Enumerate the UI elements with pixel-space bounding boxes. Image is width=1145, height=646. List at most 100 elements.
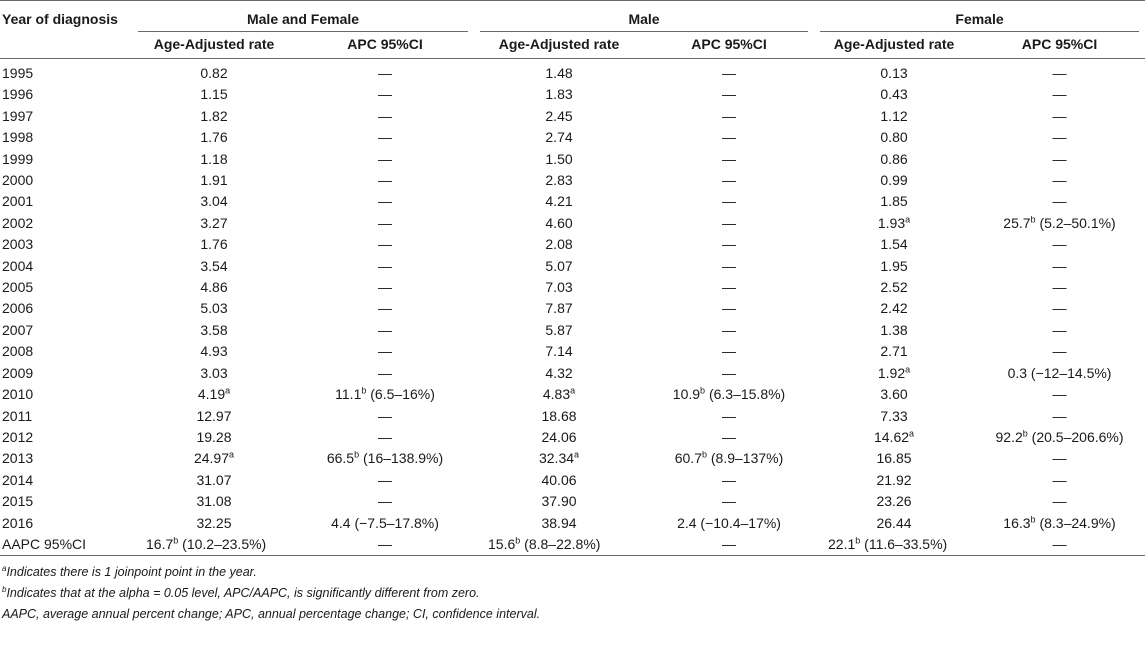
m-apc-cell: —	[722, 471, 737, 488]
m-apc-cell: —	[722, 321, 737, 338]
year-cell: 2016	[2, 514, 34, 531]
year-cell: 2010	[2, 386, 34, 403]
m-rate-cell: 4.60	[545, 214, 573, 231]
mf-apc-cell: 11.1b (6.5–16%)	[335, 385, 435, 403]
header-group-male: Male	[474, 1, 814, 32]
m-apc-cell: —	[722, 428, 737, 445]
f-apc-cell: 92.2b (20.5–206.6%)	[995, 428, 1124, 445]
f-rate-cell: 1.92a	[877, 364, 911, 381]
m-rate-cell: 1.50	[545, 150, 573, 167]
mf-apc-cell: —	[378, 407, 392, 424]
f-apc-cell: —	[1052, 193, 1067, 210]
m-rate-cell: 4.32	[545, 364, 573, 381]
m-rate-cell: 7.14	[545, 343, 573, 360]
table-row: 2003 1.76 — 2.08 — 1.54 —	[0, 234, 1145, 255]
m-apc-cell: —	[722, 150, 737, 167]
footnotes: aIndicates there is 1 joinpoint point in…	[0, 562, 1145, 625]
m-apc-cell: —	[722, 364, 737, 381]
year-cell: 1996	[2, 86, 34, 103]
aapc-row: AAPC 95%CI 16.7b (10.2–23.5%) — 15.6b (8…	[0, 534, 1145, 556]
f-apc-cell: —	[1052, 150, 1067, 167]
year-cell: 2004	[2, 257, 34, 274]
table-row: 1998 1.76 — 2.74 — 0.80 —	[0, 127, 1145, 148]
table-row: 1996 1.15 — 1.83 — 0.43 —	[0, 84, 1145, 105]
m-rate-cell: 2.74	[545, 129, 573, 146]
m-apc-cell: —	[722, 407, 737, 424]
year-cell: 2012	[2, 428, 34, 445]
table-container: Year of diagnosis Male and Female Male F…	[0, 0, 1145, 625]
year-cell: 2011	[2, 407, 33, 424]
m-apc-cell: —	[722, 343, 737, 360]
m-apc-cell: 2.4 (−10.4–17%)	[677, 514, 781, 531]
incidence-table: Year of diagnosis Male and Female Male F…	[0, 0, 1145, 556]
table-row: 1999 1.18 — 1.50 — 0.86 —	[0, 149, 1145, 170]
mf-apc-cell: —	[378, 471, 392, 488]
footnote-a: aIndicates there is 1 joinpoint point in…	[2, 564, 257, 580]
f-rate-cell: 2.42	[880, 300, 908, 317]
header-group-male-and-female: Male and Female	[132, 1, 474, 32]
f-apc-cell: 0.3 (−12–14.5%)	[1007, 364, 1112, 381]
mf-rate-cell: 1.82	[200, 107, 228, 124]
table-row: 2004 3.54 — 5.07 — 1.95 —	[0, 256, 1145, 277]
m-apc-cell: —	[722, 214, 737, 231]
mf-apc-cell: —	[378, 150, 392, 167]
m-rate-cell: 18.68	[541, 407, 577, 424]
m-rate-cell: 2.45	[545, 107, 573, 124]
m-apc-cell: —	[722, 172, 737, 189]
mf-rate-cell: 3.27	[200, 214, 228, 231]
table-row: 1995 0.82 — 1.48 — 0.13 —	[0, 59, 1145, 85]
table-row: 2010 4.19a 11.1b (6.5–16%) 4.83a 10.9b (6.3–…	[0, 384, 1145, 405]
mf-rate-cell: 31.08	[196, 493, 232, 510]
f-rate-cell: 3.60	[880, 386, 908, 403]
m-apc-cell: 60.7b (8.9–137%)	[674, 449, 784, 467]
f-apc-cell: —	[1052, 493, 1067, 510]
m-rate-cell: 37.90	[541, 493, 577, 510]
m-apc-cell: —	[722, 107, 737, 124]
m-rate-cell: 1.48	[545, 65, 573, 81]
f-apc-cell: —	[1052, 321, 1067, 338]
f-apc-cell: —	[1052, 107, 1067, 124]
table-row: 2007 3.58 — 5.87 — 1.38 —	[0, 320, 1145, 341]
header-year-of-diagnosis: Year of diagnosis	[2, 11, 118, 27]
f-apc-cell: —	[1052, 343, 1067, 360]
m-apc-cell: —	[722, 257, 737, 274]
mf-rate-cell: 12.97	[196, 407, 232, 424]
f-rate-cell: 23.26	[876, 493, 912, 510]
mf-rate-cell: 3.58	[200, 321, 228, 338]
mf-apc-cell: 4.4 (−7.5–17.8%)	[331, 514, 439, 531]
m-rate-cell: 1.83	[545, 86, 573, 103]
table-row: 2016 32.25 4.4 (−7.5–17.8%) 38.94 2.4 (−10.4…	[0, 513, 1145, 534]
aapc-mf-value: 16.7b (10.2–23.5%)	[146, 535, 267, 552]
f-rate-cell: 1.54	[880, 236, 908, 253]
f-rate-cell: 1.95	[880, 257, 908, 274]
mf-rate-cell: 1.76	[200, 129, 228, 146]
f-rate-cell: 0.13	[880, 65, 908, 81]
f-rate-cell: 0.99	[880, 172, 908, 189]
f-rate-cell: 16.85	[876, 450, 912, 467]
mf-rate-cell: 4.86	[200, 279, 228, 296]
mf-apc-cell: —	[378, 107, 392, 124]
f-rate-cell: 1.38	[880, 321, 908, 338]
m-apc-cell: —	[722, 193, 737, 210]
f-apc-cell: —	[1052, 129, 1067, 146]
m-apc-cell: —	[722, 300, 737, 317]
mf-apc-cell: —	[378, 343, 392, 360]
f-apc-cell: —	[1052, 450, 1067, 467]
year-cell: 1998	[2, 129, 34, 146]
mf-apc-cell: —	[378, 321, 392, 338]
f-apc-cell: —	[1052, 407, 1067, 424]
f-apc-cell: —	[1052, 471, 1067, 488]
f-rate-cell: 0.86	[880, 150, 908, 167]
f-rate-cell: 1.85	[880, 193, 908, 210]
table-row: 2001 3.04 — 4.21 — 1.85 —	[0, 191, 1145, 212]
mf-rate-cell: 0.82	[200, 65, 228, 81]
table-row: 2005 4.86 — 7.03 — 2.52 —	[0, 277, 1145, 298]
mf-rate-cell: 32.25	[196, 514, 232, 531]
year-cell: 2006	[2, 300, 34, 317]
mf-apc-cell: —	[378, 129, 392, 146]
mf-apc-cell: —	[378, 86, 392, 103]
year-cell: 2008	[2, 343, 34, 360]
mf-rate-cell: 24.97a	[193, 449, 235, 467]
table-row: 2012 19.28 — 24.06 — 14.62a 92.2b (20.5–206.6%…	[0, 427, 1145, 448]
mf-apc-cell: —	[378, 236, 392, 253]
